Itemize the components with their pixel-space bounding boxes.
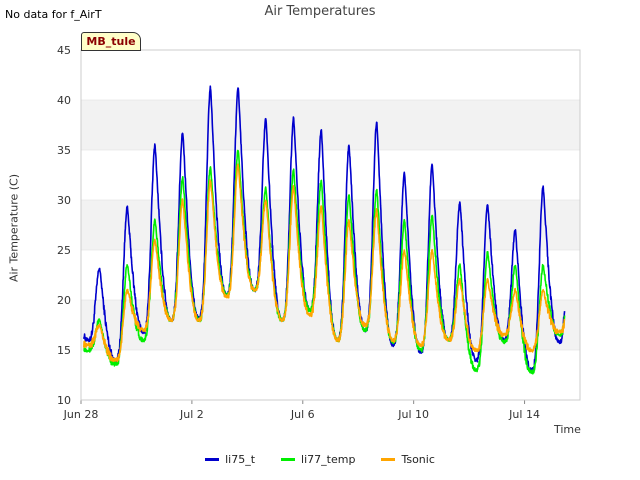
series-lines xyxy=(83,85,566,375)
x-tick-label: Jul 2 xyxy=(179,408,204,421)
series-line-tsonic xyxy=(83,163,566,363)
no-data-note: No data for f_AirT xyxy=(5,8,102,21)
legend-item-li75-t[interactable]: li75_t xyxy=(205,453,255,466)
plot-frame xyxy=(80,49,581,401)
y-tick-label: 25 xyxy=(57,244,71,257)
grid-band xyxy=(81,350,580,400)
y-tick-label: 40 xyxy=(57,94,71,107)
legend-item-tsonic[interactable]: Tsonic xyxy=(381,453,435,466)
grid-band xyxy=(81,200,580,250)
legend-swatch xyxy=(381,458,396,461)
y-tick-label: 20 xyxy=(57,294,71,307)
y-tick-label: 10 xyxy=(57,394,71,407)
x-tick-label: Jun 28 xyxy=(63,408,99,421)
site-label-badge: MB_tule xyxy=(81,32,141,51)
y-tick-label: 45 xyxy=(57,44,71,57)
y-axis-label: Air Temperature (C) xyxy=(7,173,21,283)
legend-label: li75_t xyxy=(225,453,256,466)
y-tick-label: 35 xyxy=(57,144,71,157)
legend-label: li77_temp xyxy=(301,453,356,466)
y-tick-label: 15 xyxy=(57,344,71,357)
x-tick-label: Jul 10 xyxy=(397,408,429,421)
x-axis-label: Time xyxy=(554,423,581,436)
y-tick-label: 30 xyxy=(57,194,71,207)
legend-label: Tsonic xyxy=(401,453,435,466)
legend: li75_t li77_temp Tsonic xyxy=(0,453,640,466)
grid-band xyxy=(81,150,580,200)
legend-swatch xyxy=(205,458,220,461)
x-tick-label: Jul 6 xyxy=(290,408,315,421)
legend-item-li77-temp[interactable]: li77_temp xyxy=(281,453,355,466)
legend-swatch xyxy=(281,458,296,461)
grid-band xyxy=(81,50,580,100)
x-axis-ticks: Jun 28 Jul 2 Jul 6 Jul 10 Jul 14 xyxy=(63,400,540,421)
grid-band xyxy=(81,100,580,150)
x-tick-label: Jul 14 xyxy=(508,408,540,421)
series-line-li75-t xyxy=(83,85,566,372)
chart-title: Air Temperatures xyxy=(264,4,376,19)
